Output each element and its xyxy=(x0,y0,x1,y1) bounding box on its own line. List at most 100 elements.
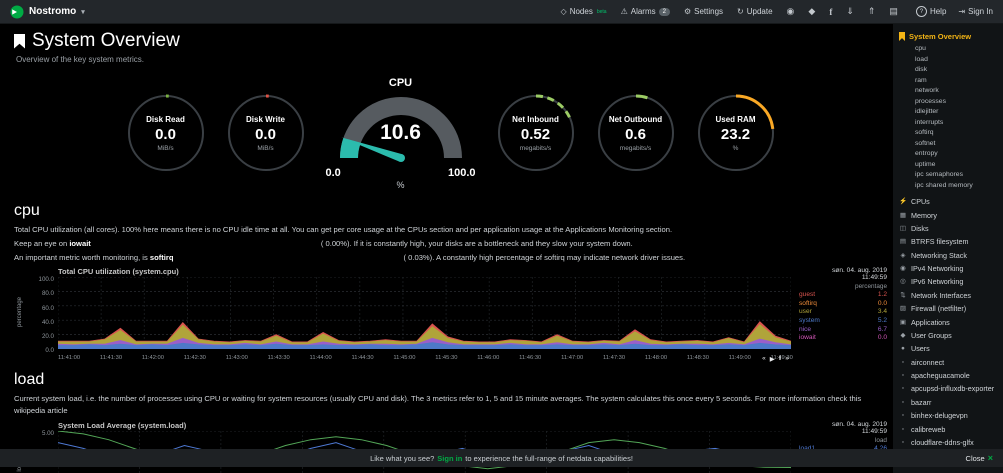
forward-icon[interactable]: » xyxy=(785,355,789,363)
gauge-net-outbound[interactable]: Net Outbound 0.6 megabits/s xyxy=(596,93,676,173)
legend-row[interactable]: iowait 0.0 xyxy=(799,334,887,343)
legend-row[interactable]: user 3.4 xyxy=(799,308,887,317)
sidebar-item[interactable]: ◆ User Groups xyxy=(899,329,999,342)
sidebar-subitem[interactable]: interrupts xyxy=(915,118,944,126)
sidebar-item[interactable]: ◫ Disks xyxy=(899,222,999,235)
alarms-button[interactable]: ⚠ Alarms 2 xyxy=(621,7,670,16)
banner-text-rest: to experience the full-range of netdata … xyxy=(465,453,633,463)
sidebar-item[interactable]: ▤ BTRFS filesystem xyxy=(899,235,999,248)
sidebar-item-label: Network Interfaces xyxy=(911,290,971,300)
gauge-value: 23.2 xyxy=(720,125,751,143)
x-tick-label: 11:42:30 xyxy=(183,355,206,362)
twitter-icon[interactable]: ◆ xyxy=(808,6,816,16)
sidebar-item-label: bazarr xyxy=(911,397,932,407)
sidebar-item-system-overview[interactable]: System Overview xyxy=(899,32,999,41)
sidebar-item-icon: ⚡ xyxy=(899,198,908,206)
x-tick-label: 11:47:30 xyxy=(602,355,626,362)
sidebar-item[interactable]: ● Users xyxy=(899,342,999,355)
sidebar-subitem[interactable]: disk xyxy=(915,66,928,73)
sidebar-subitem[interactable]: load xyxy=(915,55,928,63)
gauge-disk-write[interactable]: Disk Write 0.0 MiB/s xyxy=(226,93,306,173)
sidebar-subitem[interactable]: ram xyxy=(915,76,927,84)
sidebar-item[interactable]: ▫ cloudflare-ddns-glfx xyxy=(899,436,999,449)
sidebar-subitem[interactable]: processes xyxy=(915,97,946,105)
y-tick-label: 80.0 xyxy=(41,290,54,298)
print-icon[interactable]: ▤ xyxy=(889,6,898,16)
gauge-used-ram[interactable]: Used RAM 23.2 % xyxy=(696,93,776,173)
gauge-cpu[interactable]: CPU 10.6 0.0 100.0 % xyxy=(326,77,476,190)
legend-series-value: 3.4 xyxy=(877,308,887,316)
sidebar-item[interactable]: ⇅ Network Interfaces xyxy=(899,289,999,302)
nodes-icon: ◇ xyxy=(560,7,567,16)
gauge-disk-read[interactable]: Disk Read 0.0 MiB/s xyxy=(126,93,206,173)
gauge-net-inbound[interactable]: Net Inbound 0.52 megabits/s xyxy=(496,93,576,173)
sidebar-subitem[interactable]: uptime xyxy=(915,160,936,168)
sidebar-subitem[interactable]: cpu xyxy=(915,45,926,52)
page-header: System Overview xyxy=(14,30,887,52)
legend-row[interactable]: guest 1.2 xyxy=(799,291,887,300)
gear-icon: ⚙ xyxy=(683,7,692,16)
y-tick-label: 0.0 xyxy=(45,347,54,355)
sidebar-subitem[interactable]: softirq xyxy=(915,129,934,136)
gauge-label: Net Inbound xyxy=(512,114,559,124)
help-button[interactable]: ? Help xyxy=(915,6,946,17)
rewind-icon[interactable]: « xyxy=(762,355,766,363)
legend-row[interactable]: softirq 0.0 xyxy=(799,300,887,309)
sidebar-item-icon: ⇅ xyxy=(900,291,906,299)
cpu-chart[interactable]: Total CPU utilization (system.cpu) søn. … xyxy=(14,267,887,364)
nodes-button[interactable]: ◇ Nodes beta xyxy=(560,7,607,16)
export-snapshot-icon[interactable]: ⇑ xyxy=(867,6,876,16)
banner-close-button[interactable]: Close × xyxy=(965,453,993,463)
facebook-icon[interactable]: f xyxy=(829,6,833,17)
x-tick-label: 11:45:30 xyxy=(435,355,458,362)
signin-button[interactable]: ⇥ Sign In xyxy=(958,7,993,16)
refresh-icon: ↻ xyxy=(737,7,744,16)
sidebar-item[interactable]: ▫ binhex-delugevpn xyxy=(899,409,999,422)
x-tick-label: 11:42:00 xyxy=(141,355,164,362)
pause-icon[interactable]: ‖ xyxy=(778,355,782,363)
settings-button[interactable]: ⚙ Settings xyxy=(683,7,724,16)
sidebar-subitem[interactable]: entropy xyxy=(915,150,938,157)
sidebar-item-icon: ◫ xyxy=(899,224,907,232)
sidebar-item[interactable]: ▨ Firewall (netfilter) xyxy=(899,302,999,315)
chart-x-axis: 11:41:00 11:41:30 11:42:00 11:42:30 11:43:00… xyxy=(58,355,793,361)
sidebar-subitem[interactable]: ipc semaphores xyxy=(915,171,963,178)
sidebar-item[interactable]: ▦ Memory xyxy=(899,208,999,221)
import-snapshot-icon[interactable]: ⇓ xyxy=(846,6,854,16)
sidebar-item[interactable]: ▫ calibreweb xyxy=(899,422,999,435)
sidebar-subitem[interactable]: softnet xyxy=(915,139,936,147)
sidebar-item[interactable]: ◉ IPv4 Networking xyxy=(899,262,999,275)
gauge-label: Net Outbound xyxy=(608,114,663,124)
sidebar-item-label: apcupsd-influxdb-exporter xyxy=(911,384,995,394)
gauge-unit: % xyxy=(396,179,405,190)
legend-series-name: softirq xyxy=(799,299,817,307)
banner-signin-link[interactable]: Sign in xyxy=(437,453,463,463)
brand-menu[interactable]: Nostromo ▾ xyxy=(10,5,85,19)
sidebar-item[interactable]: ◎ IPv6 Networking xyxy=(899,275,999,288)
github-icon[interactable]: ◉ xyxy=(786,6,795,16)
sidebar-subitem[interactable]: ipc shared memory xyxy=(915,181,973,189)
sidebar-subitem[interactable]: idlejitter xyxy=(915,108,939,115)
legend-row[interactable]: system 5.2 xyxy=(799,317,887,326)
sidebar-item-label: cloudflare-ddns-glfx xyxy=(911,437,974,447)
sidebar-item-label: Networking Stack xyxy=(911,250,967,260)
sidebar-item[interactable]: ▣ Applications xyxy=(899,315,999,328)
gauge-value: 0.0 xyxy=(255,125,276,143)
sidebar-item[interactable]: ▫ bazarr xyxy=(899,396,999,409)
sidebar-item[interactable]: ▫ airconnect xyxy=(899,356,999,369)
legend-row[interactable]: nice 6.7 xyxy=(799,326,887,335)
sidebar-item[interactable]: ▫ apcupsd-influxdb-exporter xyxy=(899,382,999,395)
sidebar-subitem[interactable]: network xyxy=(915,87,939,94)
topbar: Nostromo ▾ ◇ Nodes beta ⚠ Alarms 2 ⚙ Set… xyxy=(0,0,1003,24)
chart-plot-area[interactable] xyxy=(57,276,793,354)
sidebar-item[interactable]: ⚡ CPUs xyxy=(899,195,999,208)
sidebar-sublist: cpu load disk ram network processes idle… xyxy=(899,44,999,191)
sidebar-item[interactable]: ▫ apacheguacamole xyxy=(899,369,999,382)
sidebar-item-icon: ◎ xyxy=(900,278,906,286)
sidebar-item[interactable]: ◈ Networking Stack xyxy=(899,249,999,262)
signin-banner: Like what you see? Sign in to experience… xyxy=(0,449,1003,467)
play-icon[interactable]: ▶ xyxy=(769,356,775,364)
update-button[interactable]: ↻ Update xyxy=(737,7,773,16)
chart-title: Total CPU utilization (system.cpu) xyxy=(58,267,179,277)
legend-row[interactable]: load1 4.26 xyxy=(799,445,887,454)
